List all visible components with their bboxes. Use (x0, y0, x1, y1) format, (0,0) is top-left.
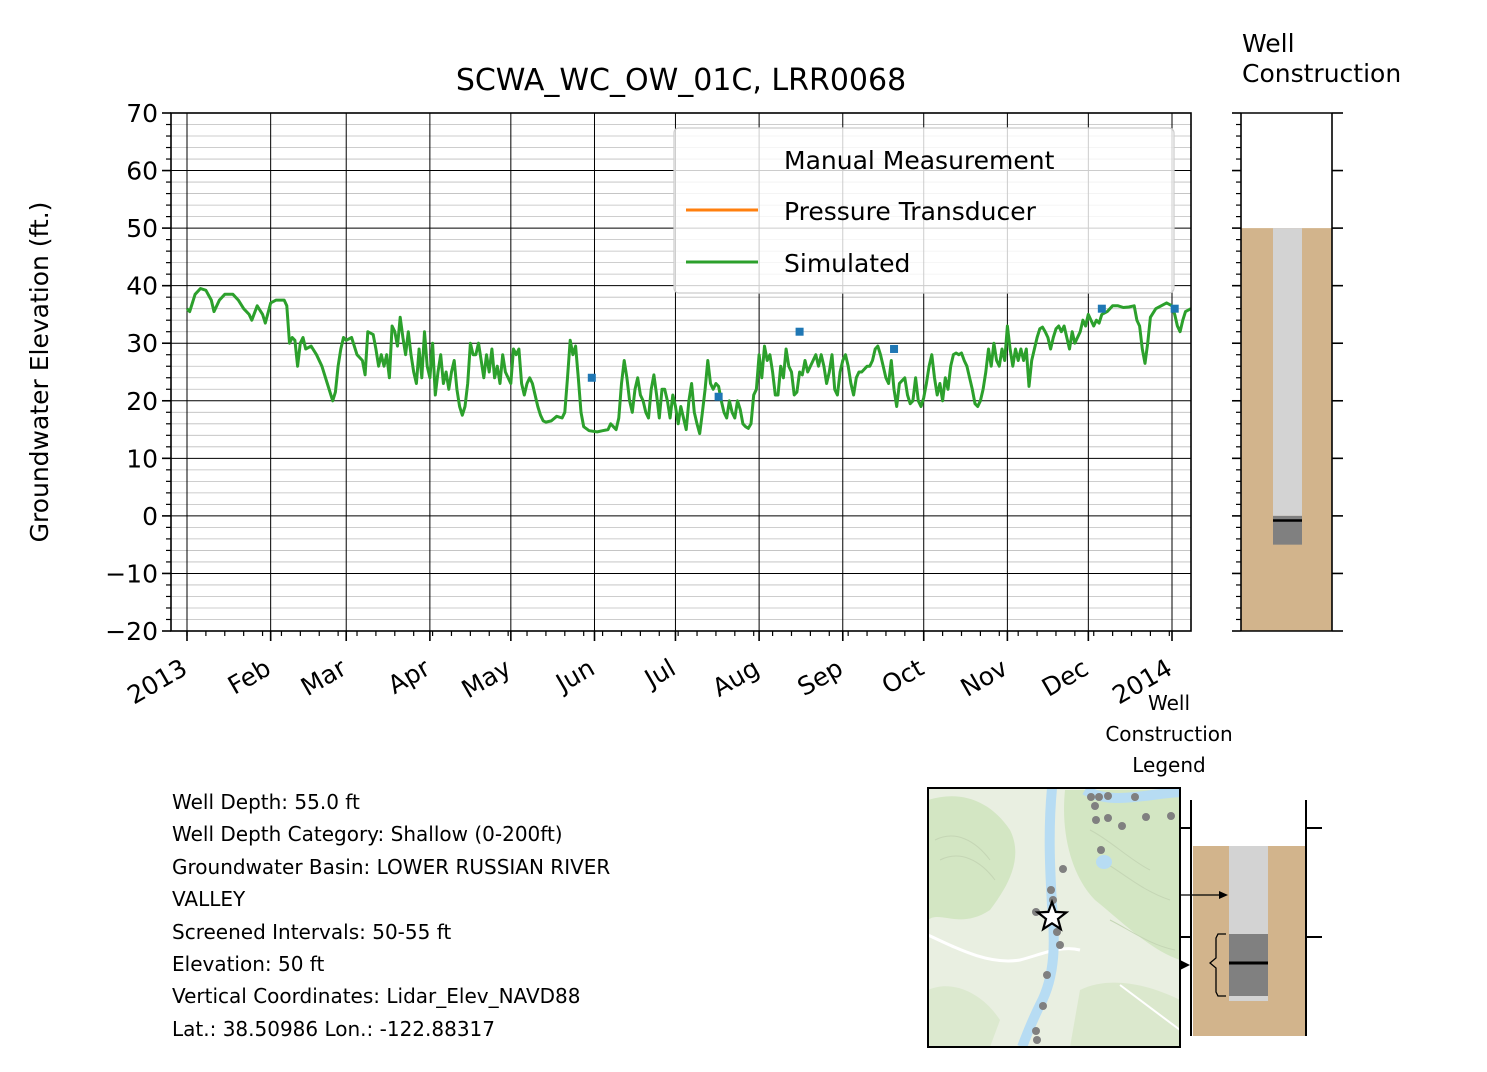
legend-arrow-head (1180, 960, 1190, 970)
well-panel-ticks (1232, 112, 1343, 632)
y-axis: −20 −10 0 10 20 30 40 50 60 70 (105, 99, 171, 646)
map-well-marker (1034, 898, 1070, 932)
map-well-point (1047, 886, 1055, 894)
x-tick-label: Jun (549, 653, 599, 699)
info-line: Groundwater Basin: LOWER RUSSIAN RIVER (172, 854, 611, 879)
info-line: Well Depth: 55.0 ft (172, 790, 360, 814)
manual-measurement-point (1170, 304, 1179, 313)
well-legend-title: Well Construction Legend (1074, 688, 1264, 781)
map-well-point (1118, 822, 1126, 830)
y-tick-label: 0 (142, 502, 158, 531)
well-legend-title-line: Construction (1105, 722, 1233, 746)
x-tick-label: Oct (877, 653, 929, 700)
x-tick-label: Jul (638, 653, 680, 694)
map-well-point (1059, 865, 1067, 873)
legend-label: Manual Measurement (784, 146, 1055, 175)
map-pond (1096, 855, 1112, 869)
x-tick-label: Sep (792, 653, 847, 702)
well-construction-panel: Well Construction (1232, 29, 1401, 632)
legend-casing (1229, 846, 1268, 934)
map-vegetation (1070, 982, 1180, 1047)
legend-label: Simulated (784, 249, 910, 278)
map-road (1119, 984, 1180, 1031)
legend-box (673, 127, 1175, 294)
well-info-panel: Well Depth: 55.0 ft Well Depth Category: … (172, 786, 610, 1045)
y-tick-label: 30 (126, 329, 158, 358)
info-line: Lat.: 38.50986 Lon.: -122.88317 (172, 1016, 496, 1041)
plot-frame (170, 112, 1192, 632)
y-tick-label: −20 (105, 617, 158, 646)
map-well-point (1056, 941, 1064, 949)
well-legend-title-line: Legend (1132, 753, 1206, 777)
x-tick-label: Aug (707, 653, 764, 703)
location-map (927, 787, 1181, 1048)
map-well-point (1087, 793, 1095, 801)
x-tick-label: Mar (296, 653, 352, 702)
info-line: Elevation: 50 ft (172, 952, 325, 977)
x-tick-label: 2013 (122, 653, 192, 710)
manual-measurement-point (587, 373, 596, 382)
y-tick-label: 10 (126, 444, 158, 473)
well-construction-title: Well Construction (1242, 29, 1401, 88)
y-tick-label: 70 (126, 99, 158, 128)
manual-measurement-series (587, 304, 1179, 401)
y-tick-label: 50 (126, 214, 158, 243)
main-chart: Manual Measurement Pressure Transducer Sim… (25, 63, 1192, 710)
map-well-point (1053, 928, 1061, 936)
map-well-point (1092, 816, 1100, 824)
map-well-point (1039, 1002, 1047, 1010)
legend-casing-bottom (1229, 996, 1268, 1001)
info-line: VALLEY (172, 887, 246, 912)
manual-measurement-point (890, 344, 899, 353)
y-tick-label: 40 (126, 272, 158, 301)
y-axis-label: Groundwater Elevation (ft.) (25, 202, 54, 543)
y-tick-label: −10 (105, 559, 158, 588)
map-frame (927, 787, 1181, 1048)
well-legend-diagram (1180, 800, 1322, 1036)
y-tick-label: 60 (126, 157, 158, 186)
map-contours (934, 829, 1176, 951)
legend-arrow-head (1219, 891, 1228, 899)
map-well-point (1167, 812, 1175, 820)
info-line: Well Depth Category: Shallow (0-200ft) (172, 822, 563, 847)
map-well-point (1104, 814, 1112, 822)
manual-measurement-point (795, 327, 804, 336)
chart-title: SCWA_WC_OW_01C, LRR0068 (456, 63, 906, 98)
legend-screen-brace (1208, 933, 1226, 997)
manual-measurement-point (714, 392, 723, 401)
x-tick-label: Apr (383, 653, 436, 700)
map-well-point (1095, 793, 1103, 801)
x-axis: 2013 Feb Mar Apr May Jun Jul Aug Sep Oct Nov Dec 201… (122, 631, 1177, 710)
legend-screen (1229, 934, 1268, 996)
info-line: Screened Intervals: 50-55 ft (172, 919, 452, 944)
map-well-point (1142, 813, 1150, 821)
map-well-point (1043, 971, 1051, 979)
well-legend-title-line: Well (1147, 691, 1191, 715)
well-casing (1273, 228, 1302, 516)
map-well-point (1032, 1027, 1040, 1035)
info-line: Vertical Coordinates: Lidar_Elev_NAVD88 (172, 984, 581, 1009)
y-tick-label: 20 (126, 387, 158, 416)
map-well-point (1097, 846, 1105, 854)
map-vegetation (1064, 790, 1180, 960)
chart-legend: Manual Measurement Pressure Transducer Sim… (673, 127, 1175, 294)
map-road (928, 933, 1081, 963)
legend-label: Pressure Transducer (784, 197, 1037, 226)
x-tick-label: Nov (956, 653, 1013, 703)
map-well-point (1131, 793, 1139, 801)
map-well-point (1104, 792, 1112, 800)
manual-measurement-point (1097, 304, 1106, 313)
map-well-point (1033, 1036, 1041, 1044)
map-well-point (1091, 802, 1099, 810)
map-vegetation (928, 796, 1016, 920)
x-tick-label: May (457, 653, 516, 704)
x-tick-label: Feb (223, 653, 276, 700)
map-vegetation (928, 986, 1000, 1047)
